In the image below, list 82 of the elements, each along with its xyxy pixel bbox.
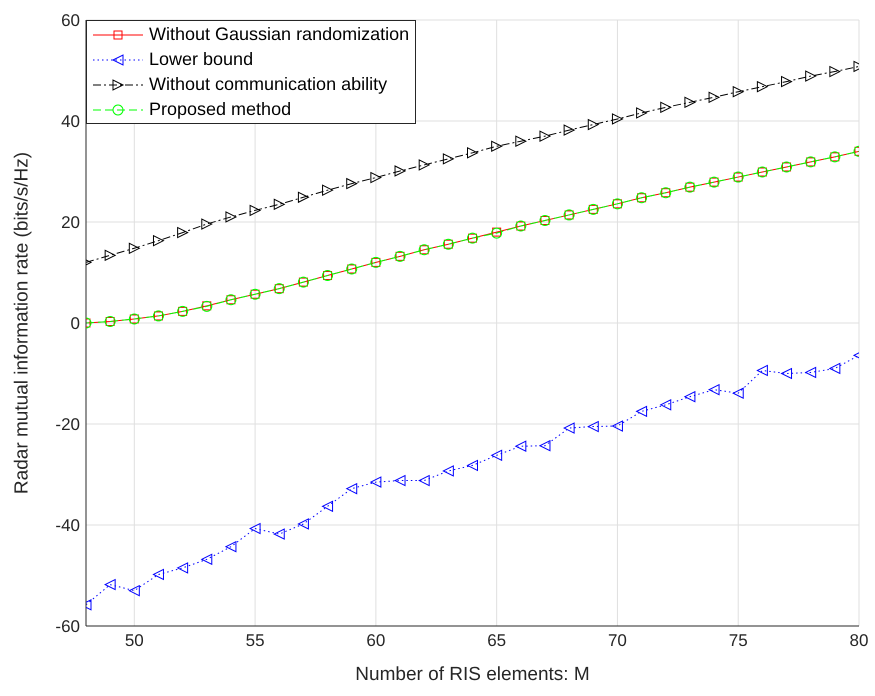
point xyxy=(684,391,696,402)
y-tick-label: 0 xyxy=(70,314,80,334)
y-tick-label: -20 xyxy=(55,415,80,434)
point xyxy=(274,528,285,540)
point xyxy=(805,70,816,82)
point xyxy=(274,198,285,210)
point xyxy=(298,518,309,530)
legend-label: Lower bound xyxy=(149,49,254,70)
point xyxy=(225,211,236,222)
point xyxy=(660,399,672,410)
point xyxy=(588,421,599,432)
y-axis-title: Radar mutual information rate (bits/s/Hz) xyxy=(12,152,33,494)
point xyxy=(394,475,406,486)
point xyxy=(684,96,696,108)
point xyxy=(418,475,430,486)
point xyxy=(201,554,212,565)
point xyxy=(491,140,502,152)
point xyxy=(636,107,648,118)
point xyxy=(128,242,140,254)
point xyxy=(588,119,599,130)
x-tick-label: 75 xyxy=(728,631,748,650)
point xyxy=(346,483,358,494)
point xyxy=(564,422,575,434)
x-axis-title: Number of RIS elements: M xyxy=(355,664,590,685)
point xyxy=(467,147,478,158)
point xyxy=(564,124,575,136)
point xyxy=(370,476,382,488)
point xyxy=(152,568,164,580)
y-tick-label: -60 xyxy=(55,617,80,636)
x-tick-label: 60 xyxy=(366,631,386,650)
x-tick-label: 65 xyxy=(487,631,506,650)
point xyxy=(298,192,309,203)
point xyxy=(152,235,164,246)
point xyxy=(539,440,550,452)
point xyxy=(467,460,478,471)
point xyxy=(515,136,526,147)
point xyxy=(756,364,768,376)
point xyxy=(225,541,236,552)
point xyxy=(177,227,188,238)
y-tick-label: 40 xyxy=(61,112,80,132)
x-tick-label: 70 xyxy=(608,631,627,650)
point xyxy=(708,92,720,103)
point xyxy=(829,66,840,78)
point xyxy=(612,420,623,432)
point xyxy=(539,130,550,142)
x-tick-label: 55 xyxy=(246,631,265,650)
point xyxy=(829,362,840,374)
point xyxy=(201,218,212,230)
point xyxy=(491,450,502,461)
point xyxy=(756,81,768,92)
point xyxy=(250,204,261,216)
point xyxy=(781,368,792,379)
point xyxy=(442,153,454,164)
point xyxy=(781,76,792,88)
y-tick-label: -40 xyxy=(55,516,80,536)
point xyxy=(660,102,672,113)
point xyxy=(612,113,623,124)
point xyxy=(732,388,744,399)
point xyxy=(104,579,116,590)
point xyxy=(104,250,116,261)
point xyxy=(636,406,648,417)
point xyxy=(322,500,334,512)
legend-label: Without communication ability xyxy=(149,74,388,95)
x-tick-label: 50 xyxy=(124,631,144,650)
legend-label: Without Gaussian randomization xyxy=(149,24,410,45)
y-tick-label: 60 xyxy=(61,11,80,30)
point xyxy=(442,465,454,476)
point xyxy=(250,523,261,534)
legend-label: Proposed method xyxy=(149,99,292,120)
point xyxy=(805,366,816,378)
point xyxy=(418,159,430,170)
point xyxy=(732,86,744,98)
point xyxy=(394,165,406,176)
point xyxy=(708,384,720,396)
point xyxy=(370,172,382,184)
y-tick-label: 20 xyxy=(61,213,80,232)
point xyxy=(177,562,188,574)
x-tick-label: 80 xyxy=(850,631,868,650)
point xyxy=(128,585,140,596)
point xyxy=(322,184,334,196)
point xyxy=(515,440,526,452)
point xyxy=(346,178,358,190)
